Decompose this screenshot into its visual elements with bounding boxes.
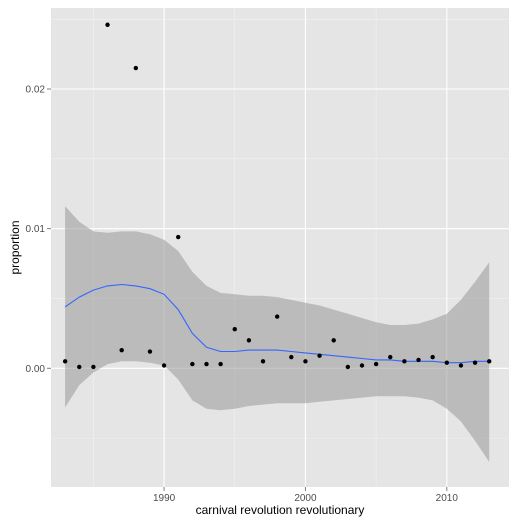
x-axis-ticks: 1990 2000 2010 (153, 487, 458, 504)
x-tick-label: 1990 (153, 493, 176, 504)
x-tick-label: 2000 (294, 493, 317, 504)
y-tick-label: 0.01 (26, 224, 46, 235)
data-point (161, 363, 167, 368)
data-points (62, 22, 492, 370)
data-point (190, 361, 195, 367)
y-axis-title: proportion (8, 220, 22, 274)
data-point (91, 364, 96, 370)
data-point (62, 359, 68, 364)
data-point (105, 22, 110, 27)
data-point (232, 326, 237, 332)
data-point (430, 354, 435, 360)
data-point (487, 359, 492, 364)
data-point (77, 364, 82, 370)
confidence-band (65, 206, 490, 462)
y-axis-ticks: 0.00 0.01 0.02 (26, 84, 51, 375)
data-point (133, 65, 139, 71)
data-point (119, 347, 124, 353)
data-point (303, 359, 308, 364)
data-point (458, 363, 464, 368)
y-tick-label: 0.00 (26, 364, 46, 375)
confidence-ribbon (65, 206, 490, 462)
data-point (289, 354, 294, 360)
data-point (331, 338, 336, 343)
data-point (218, 361, 223, 367)
data-point (472, 360, 478, 365)
data-point (260, 359, 266, 364)
y-tick-label: 0.02 (26, 84, 46, 95)
data-point (274, 314, 280, 319)
data-point (373, 361, 379, 367)
data-point (416, 357, 421, 363)
data-point (359, 363, 365, 368)
data-point (176, 234, 181, 240)
data-point (345, 364, 351, 370)
x-axis-title: carnival revolution revolutionary (196, 503, 365, 517)
data-point (147, 349, 153, 354)
data-point (246, 338, 252, 343)
data-point (402, 359, 407, 364)
data-point (317, 353, 322, 358)
data-point (444, 360, 450, 365)
data-point (204, 361, 209, 367)
x-tick-label: 2010 (436, 493, 459, 504)
data-point (388, 354, 393, 360)
